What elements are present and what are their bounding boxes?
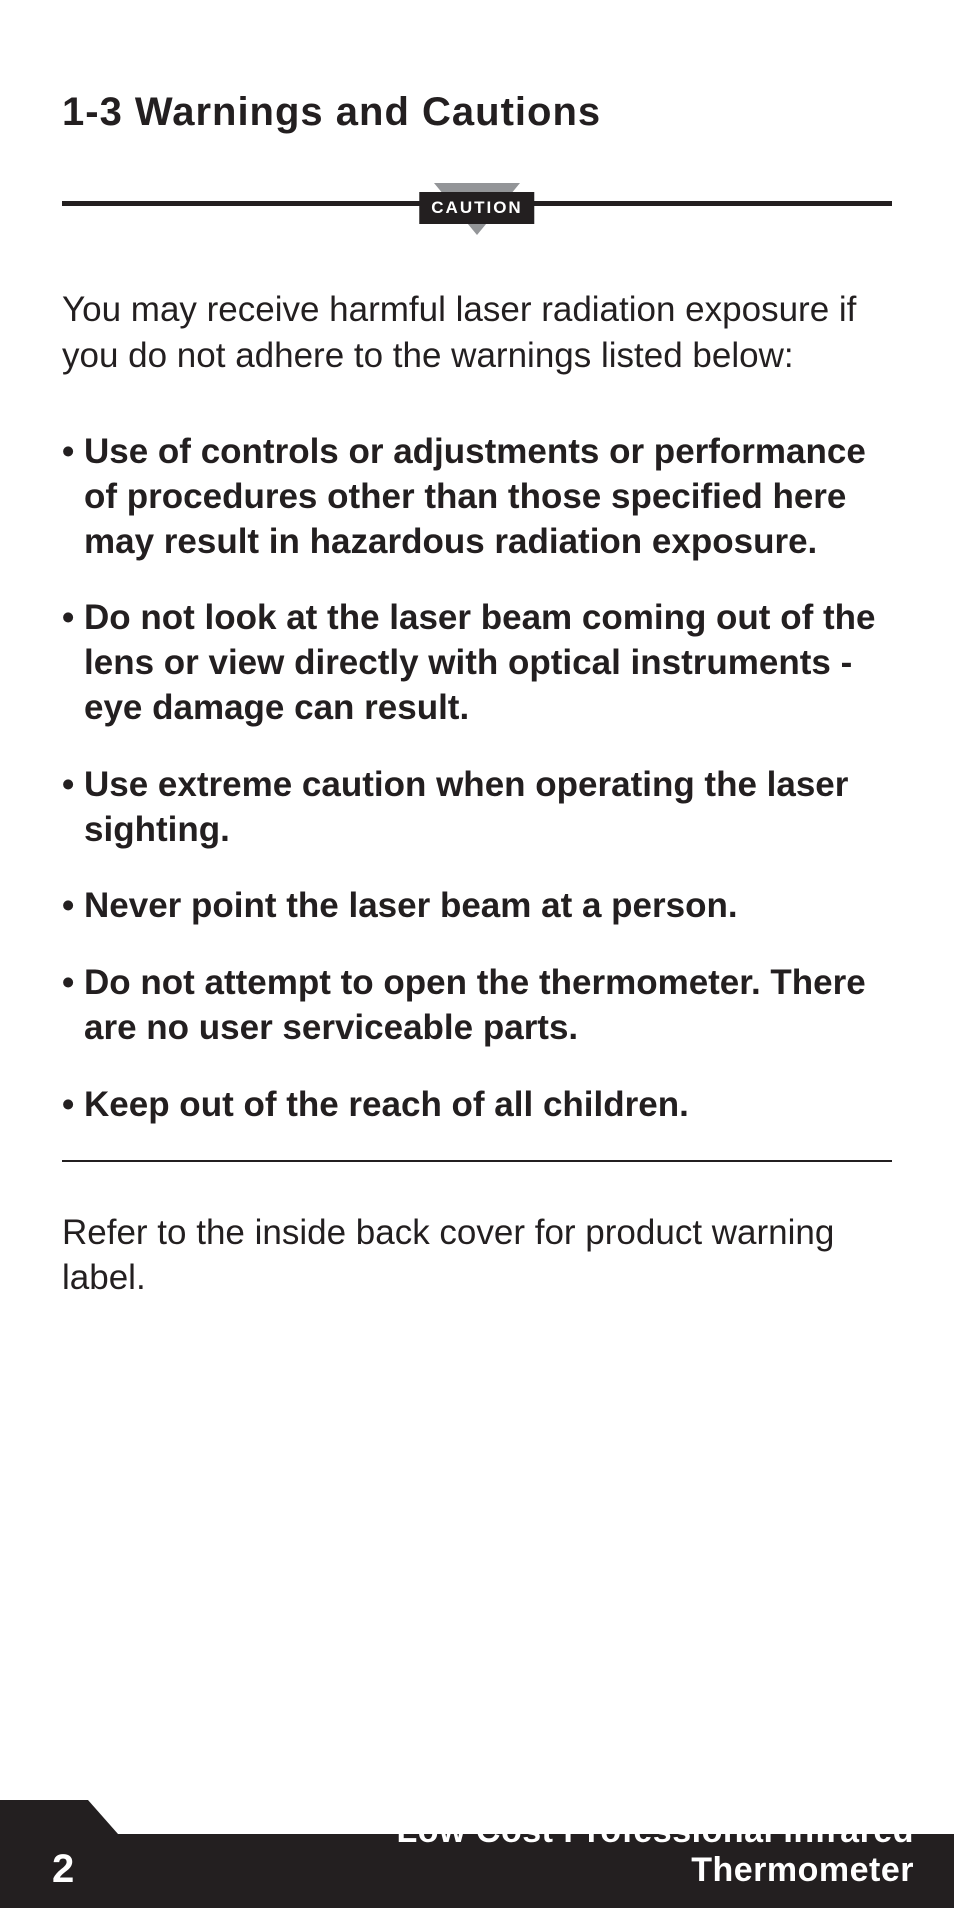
- warning-bullet-list: •Use of controls or adjustments or perfo…: [62, 430, 892, 1128]
- bullet-text: Never point the laser beam at a person.: [84, 886, 738, 925]
- warning-bullet-item: •Keep out of the reach of all children.: [62, 1083, 892, 1128]
- caution-label: CAUTION: [419, 192, 534, 224]
- refer-paragraph: Refer to the inside back cover for produ…: [62, 1210, 892, 1301]
- caution-divider: CAUTION: [62, 183, 892, 231]
- section-end-rule: [62, 1160, 892, 1162]
- bullet-text: Do not attempt to open the thermometer. …: [84, 963, 866, 1047]
- section-title: 1-3 Warnings and Cautions: [62, 90, 892, 135]
- bullet-text: Use of controls or adjustments or perfor…: [84, 432, 866, 561]
- warning-bullet-item: •Use extreme caution when operating the …: [62, 763, 892, 853]
- warning-bullet-item: •Never point the laser beam at a person.: [62, 884, 892, 929]
- document-page: 1-3 Warnings and Cautions CAUTION You ma…: [0, 0, 954, 1908]
- warning-bullet-item: •Use of controls or adjustments or perfo…: [62, 430, 892, 564]
- footer-tab-fill: [0, 1800, 88, 1834]
- bullet-text: Keep out of the reach of all children.: [84, 1085, 689, 1124]
- warning-bullet-item: •Do not look at the laser beam coming ou…: [62, 596, 892, 730]
- warning-bullet-item: •Do not attempt to open the thermometer.…: [62, 961, 892, 1051]
- caution-badge: CAUTION: [434, 183, 520, 235]
- content-area: 1-3 Warnings and Cautions CAUTION You ma…: [0, 0, 954, 1301]
- page-footer: 2 Low Cost Professional Infrared Thermom…: [0, 1834, 954, 1908]
- footer-title: Low Cost Professional Infrared Thermomet…: [200, 1812, 914, 1890]
- bullet-text: Do not look at the laser beam coming out…: [84, 598, 875, 727]
- page-number: 2: [52, 1847, 74, 1892]
- intro-paragraph: You may receive harmful laser radiation …: [62, 287, 892, 378]
- bullet-text: Use extreme caution when operating the l…: [84, 765, 848, 849]
- footer-tab-slant-icon: [88, 1800, 118, 1834]
